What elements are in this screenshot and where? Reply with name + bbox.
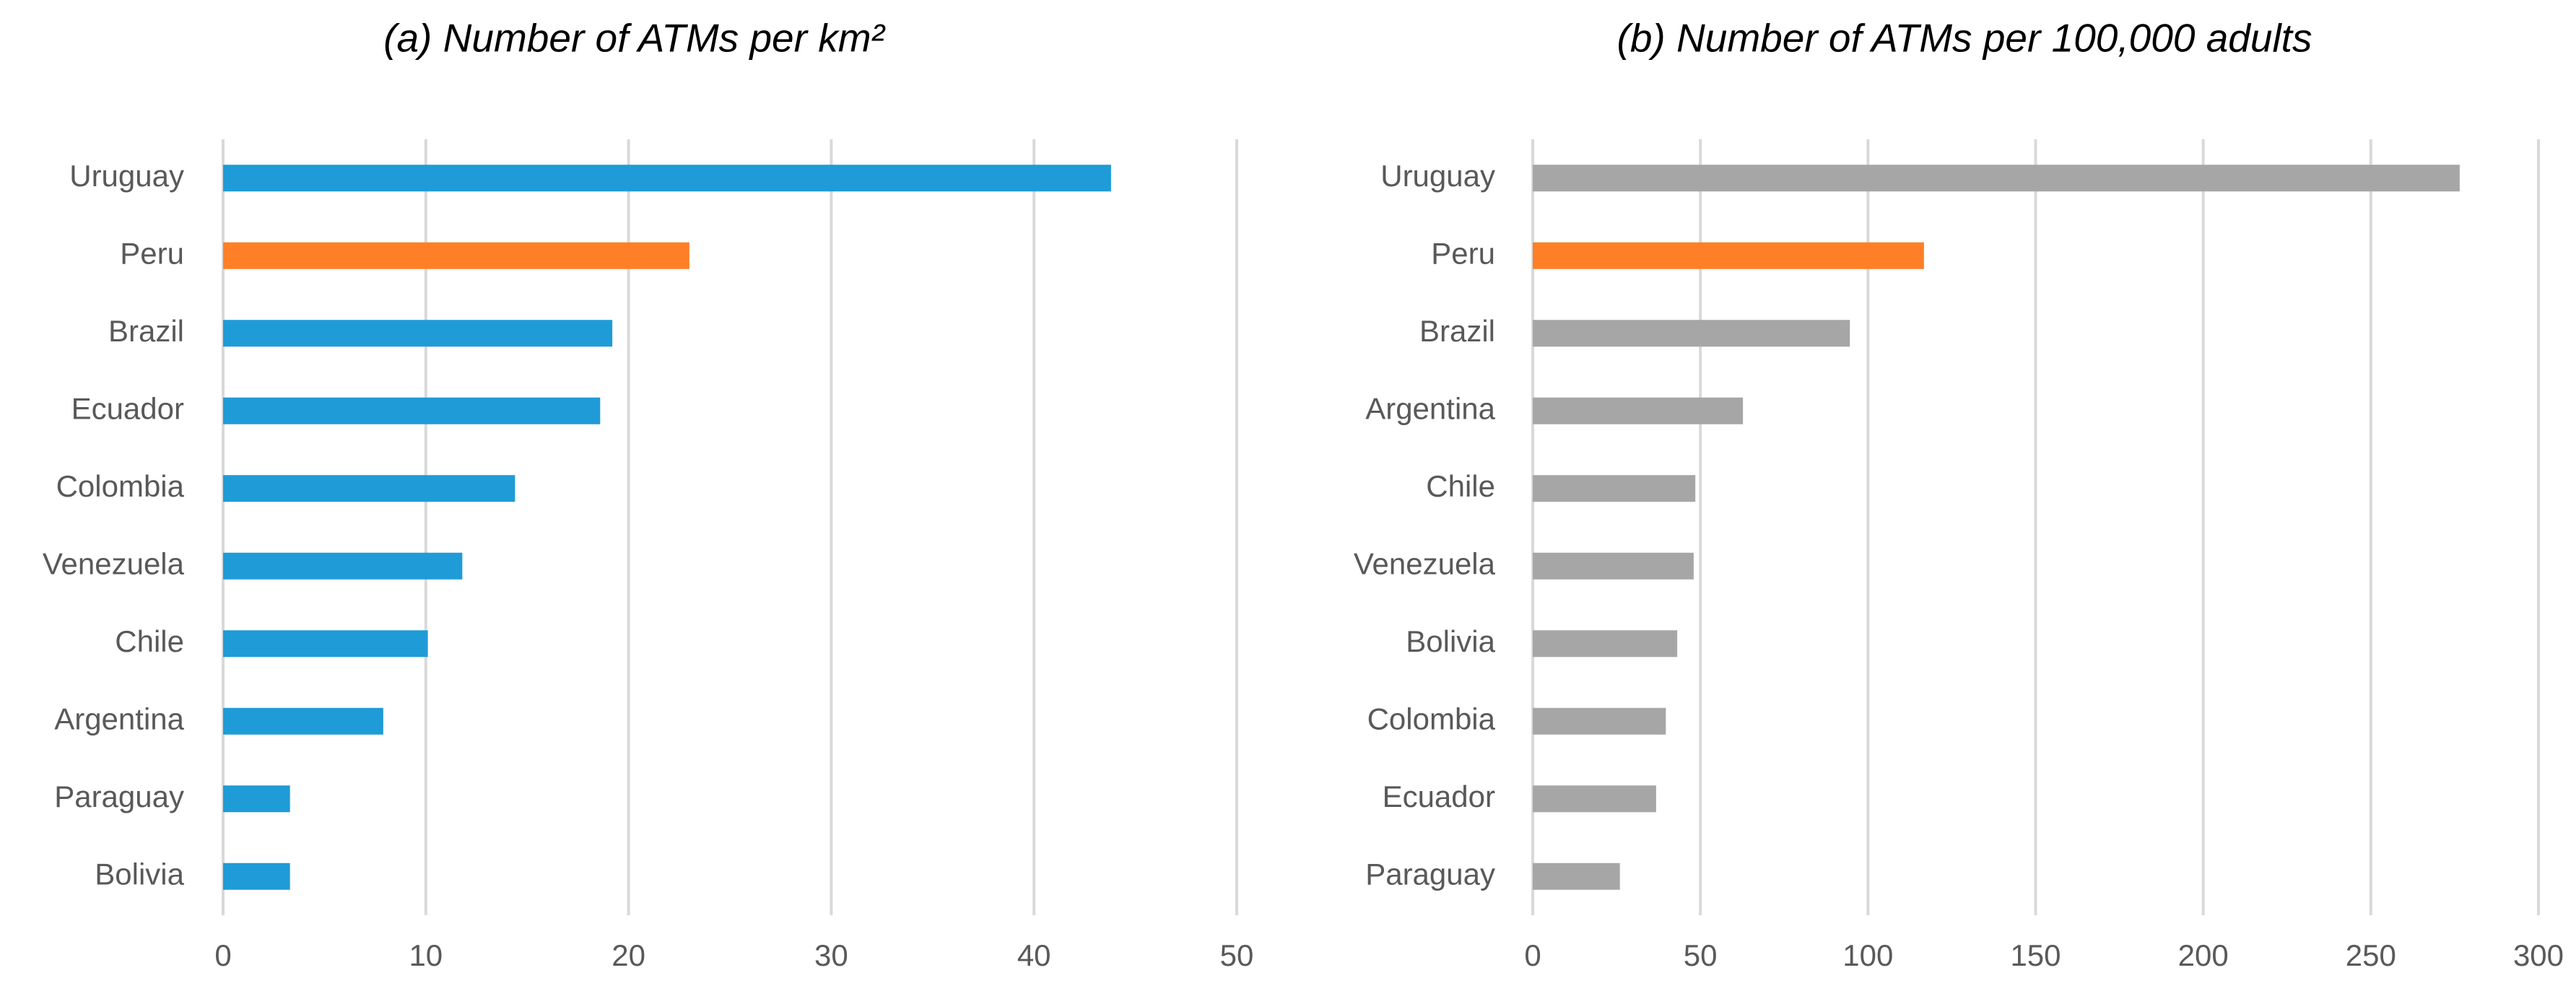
bar [1533,630,1678,658]
y-tick-label: Chile [1426,469,1495,503]
y-tick-label: Colombia [56,469,185,503]
bar [223,552,463,580]
x-tick-label: 20 [612,938,645,972]
bar [223,320,613,347]
y-tick-label: Chile [115,624,184,658]
bar [1533,320,1850,347]
y-tick-label: Colombia [1367,702,1496,735]
bar [223,707,383,735]
y-tick-label: Argentina [1365,391,1495,425]
bar [1533,863,1620,890]
y-tick-label: Bolivia [1406,624,1495,658]
y-tick-label: Argentina [54,702,184,735]
bar [1533,165,2460,192]
bar [223,165,1111,192]
y-tick-label: Ecuador [1383,780,1495,813]
x-tick-label: 10 [409,938,443,972]
y-tick-label: Uruguay [69,159,184,193]
x-tick-label: 150 [2010,938,2061,972]
x-tick-label: 0 [214,938,231,972]
y-tick-label: Bolivia [95,857,184,891]
bar [223,242,689,269]
chart-title: (b) Number of ATMs per 100,000 adults [1617,16,2312,61]
y-tick-label: Venezuela [1354,546,1496,580]
bar [1533,785,1656,813]
x-tick-label: 30 [814,938,848,972]
x-tick-label: 250 [2346,938,2396,972]
bar [1533,552,1694,580]
x-tick-label: 300 [2513,938,2564,972]
x-tick-label: 0 [1524,938,1541,972]
x-tick-label: 200 [2178,938,2229,972]
y-tick-label: Ecuador [71,391,184,425]
y-tick-label: Uruguay [1380,159,1495,193]
bar [223,630,428,658]
x-tick-label: 50 [1684,938,1718,972]
bar [1533,475,1696,502]
y-tick-label: Paraguay [54,780,184,813]
bar [223,475,515,502]
y-tick-label: Peru [1431,236,1495,270]
x-tick-label: 100 [1842,938,1893,972]
bar [1533,707,1666,735]
bar [1533,242,1924,269]
bar [223,863,290,890]
bar [223,397,601,424]
x-tick-label: 40 [1017,938,1051,972]
bar [223,785,290,813]
y-tick-label: Paraguay [1365,857,1495,891]
chart-title: (a) Number of ATMs per km² [383,16,885,61]
y-tick-label: Peru [120,236,184,270]
y-tick-label: Venezuela [43,546,185,580]
y-tick-label: Brazil [1419,314,1495,348]
bar [1533,397,1744,424]
x-tick-label: 50 [1220,938,1254,972]
y-tick-label: Brazil [108,314,184,348]
